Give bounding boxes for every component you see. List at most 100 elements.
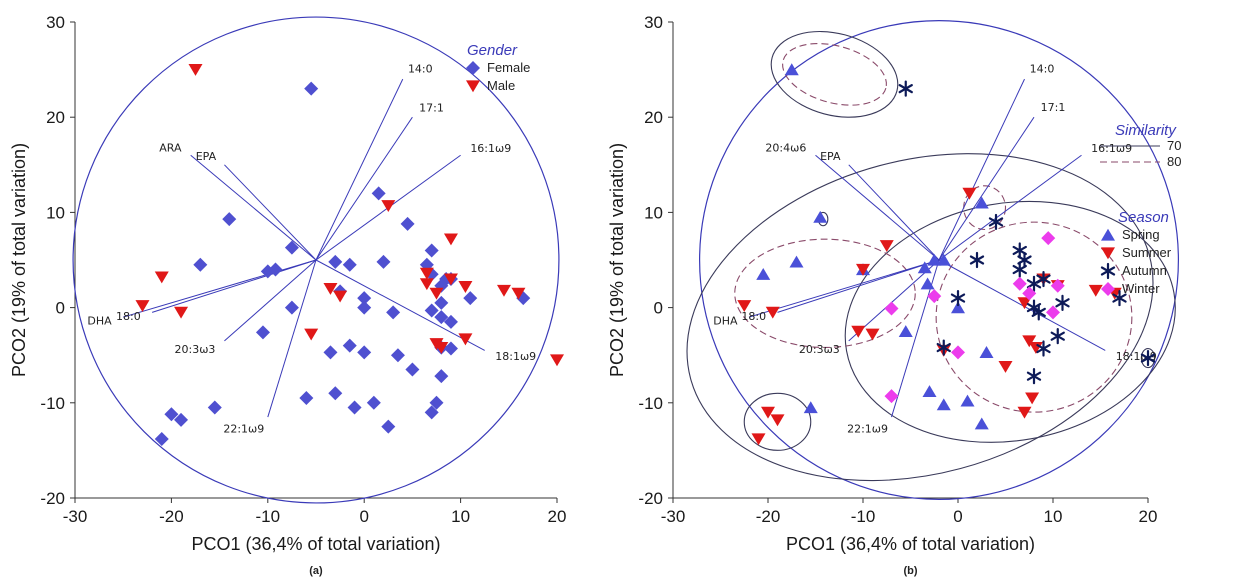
legend-label-female: Female <box>487 60 530 75</box>
vector-14-0 <box>315 78 404 261</box>
legend-marker-female <box>466 61 480 75</box>
point-autumn <box>898 80 913 97</box>
point-male <box>496 284 511 297</box>
point-spring <box>936 398 951 411</box>
similarity-70-ellipse <box>686 153 1154 482</box>
point-female <box>347 400 362 415</box>
point-female <box>357 300 372 315</box>
point-male <box>458 333 473 346</box>
point-spring <box>974 196 989 209</box>
point-spring <box>936 253 951 266</box>
vector-label-14-0: 14:0 <box>408 62 433 75</box>
similarity-80-ellipse <box>935 221 1133 413</box>
point-autumn-stroke <box>1036 274 1051 284</box>
x-tick-label: -20 <box>756 507 781 526</box>
panel-caption: (a) <box>309 565 323 577</box>
point-female <box>434 295 449 310</box>
vector-ara <box>190 154 317 261</box>
vector-epa <box>848 164 940 261</box>
point-autumn <box>1026 368 1042 385</box>
point-female <box>424 405 439 420</box>
point-summer <box>865 328 880 341</box>
point-male <box>174 306 189 319</box>
x-axis-label: PCO1 (36,4% of total variation) <box>786 534 1035 554</box>
point-male <box>419 278 434 291</box>
y-tick-label: 10 <box>46 203 65 222</box>
point-autumn <box>1112 289 1127 307</box>
point-spring <box>920 277 935 290</box>
point-autumn <box>1055 294 1070 311</box>
legend-marker-male <box>466 80 480 93</box>
point-autumn-stroke <box>1140 353 1156 363</box>
point-autumn-stroke <box>1050 331 1065 341</box>
point-autumn <box>1031 304 1046 321</box>
point-female <box>207 400 222 415</box>
series-spring <box>756 63 994 430</box>
point-female <box>366 395 381 410</box>
similarity-legend-title: Similarity <box>1115 122 1177 139</box>
point-summer <box>1017 406 1032 419</box>
legend-marker-autumn-stroke <box>1100 266 1116 276</box>
point-autumn <box>1050 328 1065 345</box>
y-tick-label: 0 <box>56 299 65 318</box>
vector-18-1-9 <box>315 259 485 351</box>
x-tick-label: -30 <box>661 507 686 526</box>
legend-marker-summer <box>1101 247 1115 260</box>
point-male <box>304 328 319 341</box>
point-female <box>193 257 208 272</box>
vector-label-18-1-9: 18:1ω9 <box>495 350 536 363</box>
point-spring <box>917 261 932 274</box>
y-tick-label: 30 <box>644 13 663 32</box>
vector-14-0 <box>938 78 1025 261</box>
y-axis-label: PCO2 (19% of total variation) <box>9 143 29 377</box>
point-summer <box>1088 284 1103 297</box>
legend-marker-winter <box>1101 282 1115 296</box>
point-autumn-stroke <box>950 293 966 303</box>
y-tick-label: -20 <box>638 489 663 508</box>
point-female <box>357 291 372 306</box>
point-female <box>174 412 189 427</box>
vector-label-epa: EPA <box>196 150 217 163</box>
vector-20-4-6 <box>815 154 940 261</box>
point-summer <box>962 187 977 200</box>
point-female <box>405 362 420 377</box>
correlation-circle <box>698 20 1179 500</box>
series-female <box>154 81 531 446</box>
point-male <box>188 64 203 76</box>
point-autumn-stroke <box>1026 279 1042 289</box>
y-tick-label: 0 <box>654 299 663 318</box>
vector-label-epa: EPA <box>820 150 841 163</box>
point-winter <box>1041 231 1056 246</box>
legend-marker-spring <box>1101 228 1115 241</box>
point-female <box>376 254 391 269</box>
vector-label-18-0: 18:0 <box>116 310 141 323</box>
x-tick-label: -10 <box>256 507 281 526</box>
point-male <box>333 290 348 303</box>
vector-dha <box>123 259 317 318</box>
vector-label-17-1: 17:1 <box>1041 101 1066 114</box>
vector-label-20-3-3: 20:3ω3 <box>175 343 216 356</box>
point-spring <box>789 255 804 268</box>
point-female <box>342 338 357 353</box>
point-summer <box>879 240 894 253</box>
point-spring <box>927 253 942 266</box>
y-tick-label: -20 <box>40 489 65 508</box>
point-male <box>458 281 473 293</box>
vector-label-14-0: 14:0 <box>1030 62 1055 75</box>
y-tick-label: 10 <box>644 203 663 222</box>
y-tick-label: -10 <box>40 394 65 413</box>
vector-label-dha: DHA <box>713 315 738 328</box>
point-summer <box>761 406 775 419</box>
point-female <box>424 243 439 258</box>
point-autumn-stroke <box>988 217 1004 227</box>
point-autumn <box>950 289 966 307</box>
vector-dha <box>748 259 940 318</box>
point-autumn-stroke <box>1036 343 1051 354</box>
point-summer <box>1017 297 1032 310</box>
point-female <box>443 314 458 329</box>
point-female <box>443 341 458 356</box>
point-male <box>323 282 338 295</box>
vector-label-20-3-3: 20:3ω3 <box>799 343 840 356</box>
point-female <box>154 431 169 446</box>
point-female <box>390 348 405 363</box>
